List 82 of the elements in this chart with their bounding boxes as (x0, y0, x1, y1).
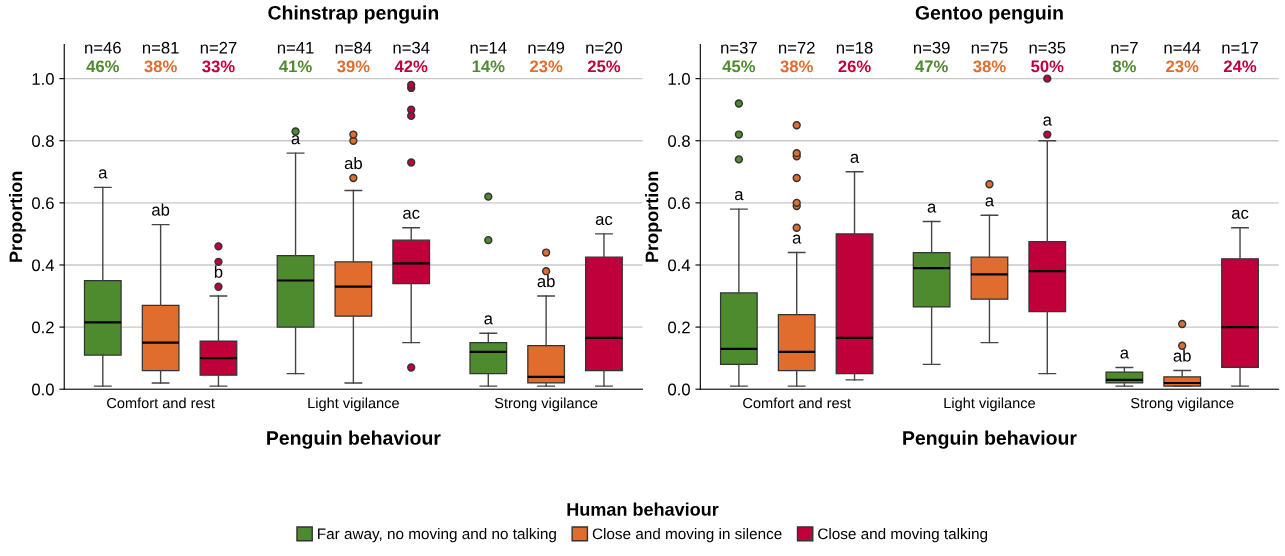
x-tick-label: Comfort and rest (107, 397, 215, 409)
text: b (214, 265, 223, 278)
chart-title: Gentoo penguin (915, 5, 1063, 24)
annotation: 23% (530, 60, 563, 73)
annotation: n=7 (1111, 41, 1138, 54)
annotation: 38% (144, 60, 177, 73)
x-axis-title: Penguin behaviour (903, 430, 1077, 449)
text: a (792, 234, 802, 244)
y-tick-label: 1.0 (668, 73, 690, 85)
annotation: 14% (472, 60, 505, 73)
annotation: 33% (202, 60, 235, 73)
x-tick-label: Strong vigilance (494, 397, 598, 412)
text: a (484, 315, 493, 325)
annotation: 41% (279, 60, 312, 73)
annotation: n=81 (142, 41, 179, 54)
annotation: 26% (838, 60, 871, 73)
y-tick-label: 0.6 (668, 197, 690, 210)
text: a (985, 197, 995, 207)
y-tick-label: 0.0 (668, 383, 690, 396)
y-tick-label: 0.8 (668, 135, 690, 147)
annotation: n=27 (200, 41, 237, 54)
text: ab (537, 274, 555, 288)
annotation: n=44 (1164, 41, 1201, 54)
text: ac (403, 209, 420, 219)
annotation: n=20 (586, 41, 623, 54)
text: a (1043, 116, 1052, 126)
annotation: 39% (337, 60, 370, 73)
x-axis-title: Penguin behaviour (267, 430, 441, 449)
y-tick-label: 0.6 (32, 197, 54, 210)
chart-title: Chinstrap penguin (268, 5, 439, 24)
legend-label: Far away, no moving and no talking (318, 528, 556, 543)
text: a (291, 135, 301, 145)
text: a (927, 203, 937, 213)
text: a (98, 169, 108, 179)
annotation: 47% (915, 60, 948, 73)
text: a (1120, 349, 1130, 359)
x-tick-label: Comfort and rest (743, 397, 851, 409)
text: a (850, 153, 860, 163)
annotation: n=17 (1222, 41, 1258, 54)
annotation: n=14 (470, 41, 507, 54)
x-tick-label: Light vigilance (944, 397, 1036, 412)
y-tick-label: 0.2 (668, 321, 690, 334)
x-tick-label: Strong vigilance (1130, 397, 1234, 412)
text: ab (1173, 349, 1191, 362)
text: ab (344, 156, 362, 170)
y-tick-label: 0.4 (668, 259, 691, 272)
y-tick-label: 0.0 (32, 383, 54, 396)
annotation: n=35 (1029, 41, 1066, 54)
y-axis-title: Proportion (645, 171, 662, 262)
annotation: 23% (1166, 60, 1199, 73)
annotation: n=34 (393, 41, 430, 54)
annotation: 45% (722, 60, 756, 73)
annotation: 25% (587, 60, 621, 73)
annotation: n=75 (971, 41, 1008, 54)
text: ab (152, 203, 170, 216)
y-tick-label: 0.4 (32, 259, 55, 272)
text: ac (595, 215, 613, 226)
y-tick-label: 1.0 (32, 73, 54, 85)
annotation: 38% (780, 60, 813, 73)
annotation: n=84 (335, 41, 372, 54)
legend-label: Close and moving in silence (592, 528, 782, 543)
text: ac (1231, 209, 1249, 219)
annotation: n=49 (528, 41, 565, 54)
annotation: 46% (86, 60, 120, 73)
legend-label: Close and moving talking (818, 528, 988, 543)
annotation: n=41 (277, 41, 314, 54)
annotation: n=37 (721, 41, 757, 54)
annotation: 50% (1031, 60, 1064, 73)
annotation: n=46 (85, 41, 121, 54)
annotation: 38% (973, 60, 1006, 73)
legend-title: Human behaviour (567, 502, 719, 516)
y-tick-label: 0.8 (32, 135, 54, 147)
y-tick-label: 0.2 (32, 321, 54, 334)
annotation: n=18 (836, 41, 873, 54)
annotation: n=72 (779, 41, 815, 54)
x-tick-label: Light vigilance (308, 397, 399, 412)
y-axis-title: Proportion (8, 171, 26, 262)
annotation: 8% (1112, 60, 1136, 73)
annotation: n=39 (913, 41, 950, 54)
text: a (734, 191, 744, 201)
annotation: 24% (1223, 60, 1257, 73)
annotation: 42% (394, 60, 428, 73)
